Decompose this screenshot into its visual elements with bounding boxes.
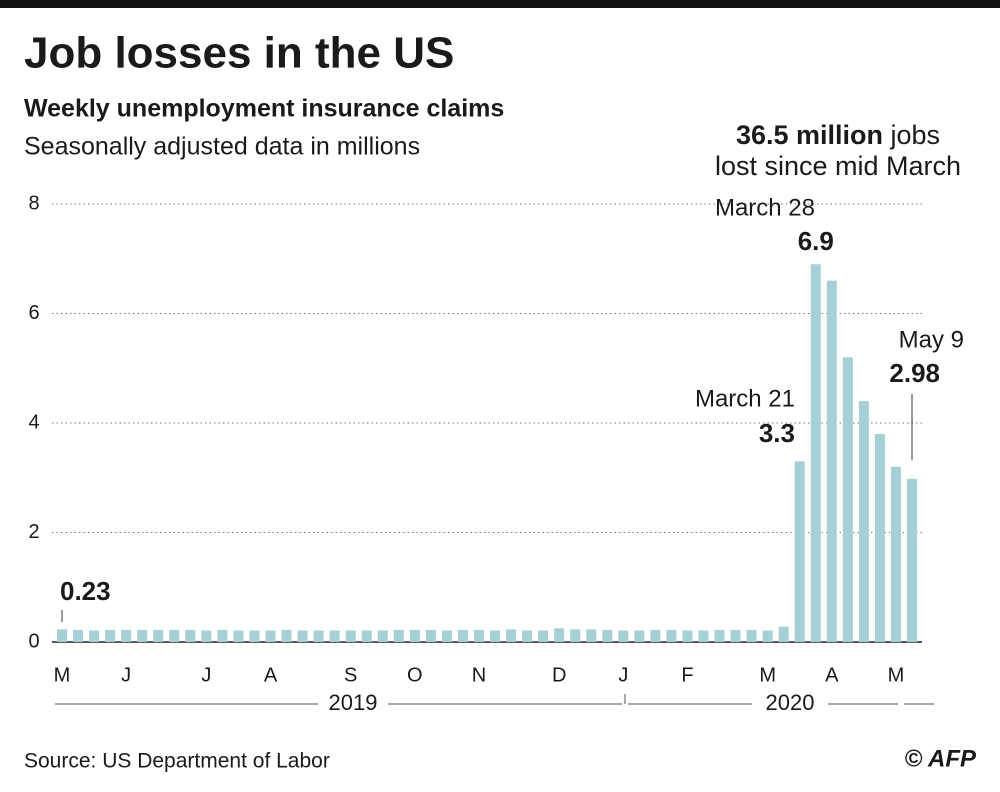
bar	[810, 264, 821, 642]
bar	[249, 630, 260, 642]
callout: lost since mid March	[715, 151, 961, 181]
bar	[329, 630, 340, 642]
data-label: 6.9	[798, 226, 834, 256]
bar	[169, 629, 180, 642]
bar	[570, 629, 581, 642]
bar	[409, 629, 420, 642]
y-tick-label: 8	[28, 192, 39, 214]
x-tick-label: M	[54, 664, 71, 686]
bar	[794, 461, 805, 642]
x-tick-label: A	[264, 664, 278, 686]
bar	[907, 478, 917, 642]
x-tick-label: M	[759, 664, 776, 686]
bar	[650, 629, 661, 642]
bar	[105, 629, 116, 642]
bar	[393, 629, 404, 642]
bar	[345, 630, 356, 642]
annotation: May 9	[899, 326, 964, 353]
unit-note: Seasonally adjusted data in millions	[24, 133, 420, 161]
bar	[473, 629, 484, 642]
year-label: 2019	[329, 690, 378, 715]
chart-subtitle: Weekly unemployment insurance claims	[24, 95, 504, 123]
x-tick-label: J	[121, 664, 131, 686]
bar	[425, 629, 436, 642]
annotation: March 28	[715, 194, 815, 221]
bar	[297, 630, 308, 642]
callout-text: jobs	[890, 120, 941, 150]
bar	[441, 630, 452, 642]
bar	[361, 630, 372, 642]
callout-highlight: 36.5 million	[736, 120, 883, 150]
bar	[634, 630, 645, 642]
bar	[586, 629, 597, 642]
bar	[858, 401, 869, 642]
x-tick-label: N	[472, 664, 486, 686]
bar	[826, 280, 837, 642]
bar	[842, 357, 853, 642]
bar	[185, 629, 196, 642]
x-tick-label: M	[888, 664, 905, 686]
bar	[522, 630, 533, 642]
bar	[666, 629, 677, 642]
data-label: 3.3	[759, 418, 795, 448]
bar	[762, 630, 773, 642]
bar	[714, 629, 725, 642]
bar	[73, 629, 84, 642]
bar	[217, 629, 228, 642]
bar	[538, 630, 549, 642]
source: Source: US Department of Labor	[24, 750, 330, 773]
data-label: 0.23	[60, 576, 111, 606]
y-tick-label: 2	[28, 521, 39, 543]
bar	[602, 629, 613, 642]
bar	[377, 630, 388, 642]
bar	[137, 629, 148, 642]
x-tick-label: F	[681, 664, 693, 686]
x-tick-label: J	[618, 664, 628, 686]
y-tick-label: 0	[28, 630, 39, 652]
bar	[554, 628, 565, 642]
bar	[730, 629, 741, 642]
y-tick-label: 6	[28, 302, 39, 324]
bar	[457, 629, 468, 642]
x-tick-label: S	[344, 664, 357, 686]
bar	[682, 630, 693, 642]
bar	[506, 629, 517, 642]
x-tick-label: J	[201, 664, 211, 686]
bar	[233, 630, 244, 642]
bar	[89, 630, 100, 642]
bar	[57, 629, 67, 642]
bar	[201, 630, 212, 642]
bar	[490, 630, 501, 642]
data-label: 2.98	[889, 358, 940, 388]
credit: © AFP	[905, 745, 977, 772]
bar	[778, 626, 789, 642]
bar	[265, 630, 276, 642]
year-label: 2020	[766, 690, 815, 715]
y-tick-label: 4	[28, 411, 39, 433]
bar	[698, 630, 709, 642]
top-bar	[0, 0, 1000, 8]
bar	[281, 629, 292, 642]
bar	[746, 629, 757, 642]
x-tick-label: D	[552, 664, 566, 686]
bar	[313, 630, 324, 642]
x-tick-label: O	[407, 664, 423, 686]
bar	[874, 433, 885, 642]
chart-title: Job losses in the US	[24, 29, 454, 78]
bar	[121, 629, 132, 642]
bar	[618, 630, 629, 642]
bar	[890, 466, 901, 642]
bar	[153, 629, 164, 642]
callout: 36.5 million jobs	[736, 120, 940, 150]
x-tick-label: A	[825, 664, 839, 686]
annotation: March 21	[695, 385, 795, 412]
